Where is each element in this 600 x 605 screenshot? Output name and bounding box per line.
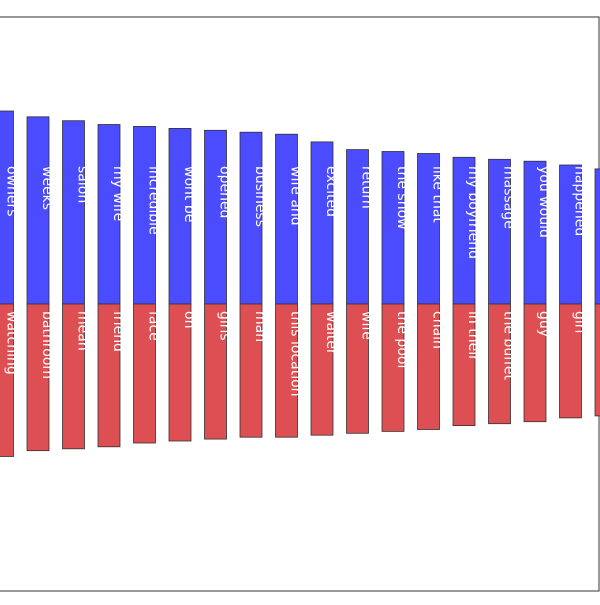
positive-bar-1 bbox=[27, 117, 49, 304]
positive-label-8: wife and bbox=[288, 166, 304, 226]
negative-label-13: in their bbox=[465, 311, 481, 361]
positive-label-6: opened bbox=[217, 166, 233, 218]
positive-label-15: you would bbox=[536, 166, 552, 238]
negative-label-15: guy bbox=[536, 311, 552, 337]
negative-label-7: man bbox=[252, 311, 268, 342]
positive-label-3: my wife bbox=[110, 166, 126, 221]
negative-label-16: girl bbox=[572, 311, 588, 333]
positive-label-4: incredible bbox=[146, 166, 162, 235]
positive-label-7: business bbox=[252, 166, 268, 227]
negative-label-1: bathroom bbox=[39, 311, 55, 379]
negative-label-2: mean bbox=[75, 311, 91, 351]
positive-label-11: the show bbox=[394, 166, 410, 230]
negative-label-8: this location bbox=[288, 311, 304, 397]
negative-label-4: face bbox=[146, 311, 162, 341]
negative-label-10: wife bbox=[359, 311, 375, 340]
positive-bar-2 bbox=[63, 121, 85, 304]
negative-bar-17 bbox=[595, 304, 600, 416]
negative-label-12: chain bbox=[430, 311, 446, 349]
positive-label-10: return bbox=[359, 166, 375, 209]
negative-label-3: friend bbox=[110, 311, 126, 352]
negative-label-6: girls bbox=[217, 311, 233, 341]
positive-label-14: massage bbox=[501, 166, 517, 229]
positive-label-13: my boyfriend bbox=[465, 166, 481, 259]
negative-label-14: the buffet bbox=[501, 311, 517, 380]
negative-label-0: watching bbox=[4, 311, 20, 375]
positive-bar-17 bbox=[595, 169, 600, 304]
positive-label-0: owners bbox=[4, 166, 20, 217]
positive-label-16: happened bbox=[572, 166, 588, 236]
positive-label-1: weeks bbox=[39, 166, 55, 210]
positive-label-12: like that bbox=[430, 166, 446, 223]
negative-label-9: waiter bbox=[323, 311, 339, 355]
positive-label-2: salon bbox=[75, 166, 91, 203]
negative-label-5: oh bbox=[181, 311, 197, 328]
positive-label-9: excited bbox=[323, 166, 339, 217]
negative-label-11: the pool bbox=[394, 311, 410, 368]
positive-label-5: wont be bbox=[181, 166, 197, 222]
